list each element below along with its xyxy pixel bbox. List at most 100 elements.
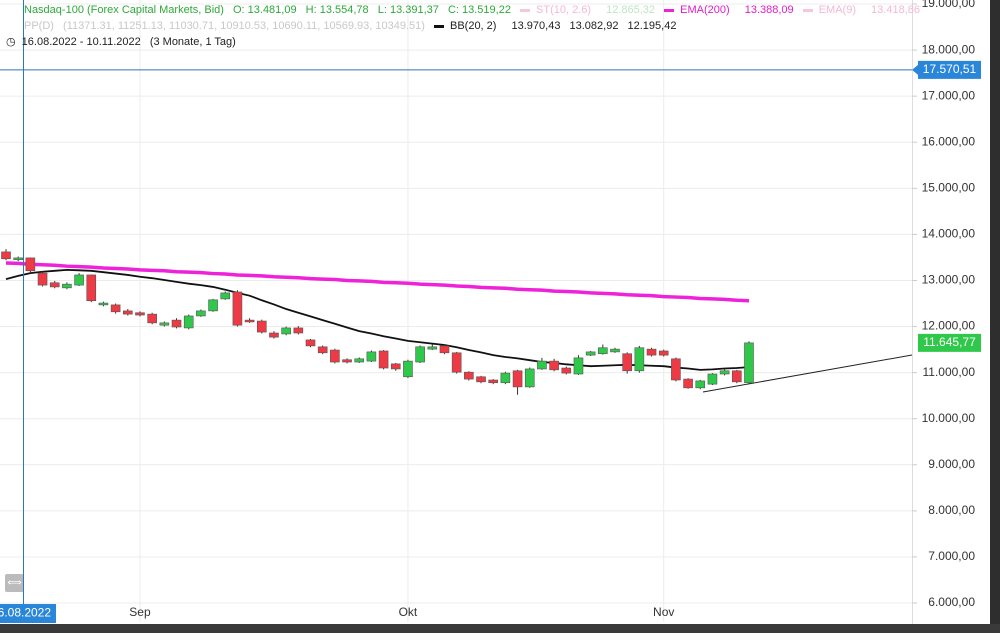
y-tick-label: 15.000,00	[922, 180, 976, 194]
candle-body	[610, 348, 620, 353]
candle-body	[646, 348, 657, 356]
close: C: 13.519,22	[447, 4, 511, 16]
candle-body	[427, 346, 438, 350]
last-price-box	[918, 333, 981, 352]
period: (3 Monate, 1 Tag)	[149, 36, 236, 48]
st-name: ST(10, 2.6)	[536, 4, 592, 16]
candle-body	[86, 274, 97, 302]
candle-body	[317, 346, 328, 354]
candle-body	[256, 320, 267, 333]
candle-body	[183, 315, 194, 329]
y-tick-label: 19.000,00	[922, 0, 976, 10]
candle-body	[305, 339, 316, 347]
pp-values: (11371.31, 11251.13, 11030.71, 10910.53,…	[63, 20, 425, 32]
y-tick-label: 9.000,00	[928, 457, 975, 471]
instrument: Nasdaq-100 (Forex Capital Markets, Bid)	[24, 4, 224, 16]
ema200-value: 13.388,09	[744, 4, 794, 16]
crosshair-price-arrow	[912, 64, 918, 75]
candle-body	[1, 251, 11, 260]
screen-edge	[990, 0, 1000, 633]
candle-body	[281, 327, 291, 335]
ema200-name: EMA(200)	[680, 4, 730, 16]
scroll-icon: ⟺	[7, 578, 21, 589]
y-tick-label: 12.000,00	[922, 319, 976, 333]
candle-body	[537, 360, 547, 370]
candle-body	[171, 319, 182, 328]
ema9-value: 13.418,86	[871, 4, 920, 16]
candle-body	[403, 360, 413, 378]
bb-upper: 13.970,43	[511, 20, 561, 32]
candle-body	[634, 347, 645, 372]
candle-body	[196, 310, 206, 317]
candle-body	[488, 379, 499, 384]
y-tick-label: 18.000,00	[922, 42, 976, 56]
legend-line-2: PP(D) (11371.31, 11251.13, 11030.71, 109…	[24, 19, 682, 33]
candle-body	[123, 310, 133, 315]
indicator-line	[5, 261, 750, 303]
candle-body	[147, 313, 157, 324]
candle-body	[683, 378, 693, 389]
candle-body	[658, 350, 669, 356]
candle-body	[512, 370, 523, 388]
candle-body	[719, 370, 730, 375]
candle-body	[49, 282, 60, 288]
y-tick-label: 14.000,00	[922, 227, 976, 241]
candle-body	[37, 272, 48, 286]
candle-body	[220, 292, 231, 300]
candle-body	[13, 257, 23, 261]
candle-body	[135, 312, 145, 316]
last-price-label: 11.645,77	[923, 335, 976, 349]
y-tick-label: 10.000,00	[922, 411, 976, 425]
candle-body	[159, 322, 170, 326]
candle-body	[110, 304, 121, 313]
candle-body	[585, 351, 596, 356]
x-tick-label: Okt	[399, 605, 418, 619]
x-tick-label: Nov	[653, 605, 674, 619]
scroll-button[interactable]	[5, 574, 24, 592]
crosshair-price-label: 17.570,51	[923, 62, 977, 76]
y-tick-label: 7.000,00	[928, 549, 975, 563]
candle-body	[390, 363, 401, 370]
candle-body	[622, 353, 632, 372]
candle-body	[464, 371, 474, 380]
candle-body	[451, 352, 462, 373]
candle-body	[549, 360, 559, 371]
legend-line-1: Nasdaq-100 (Forex Capital Markets, Bid) …	[24, 3, 926, 17]
crosshair-date-label: 16.08.2022	[0, 606, 51, 620]
candle-body	[74, 274, 84, 286]
open: O: 13.481,09	[232, 4, 297, 16]
candle-body	[354, 358, 365, 363]
low: L: 13.391,37	[377, 4, 439, 16]
candle-body	[378, 350, 389, 369]
candle-body	[744, 342, 754, 384]
candle-body	[561, 367, 572, 374]
grid-layer	[0, 0, 912, 622]
bb-middle: 13.082,92	[569, 20, 619, 32]
high: H: 13.554,78	[305, 4, 369, 16]
candle-body	[342, 359, 352, 363]
candle-body	[476, 376, 486, 383]
bb-name: BB(20, 2)	[449, 20, 497, 32]
y-tick-label: 8.000,00	[928, 503, 975, 517]
candle-body	[98, 302, 109, 306]
ema9-name: EMA(9)	[818, 4, 856, 16]
crosshair-date-box	[0, 604, 56, 623]
bottom-bar	[0, 624, 1000, 633]
st-value: 12.865,32	[606, 4, 656, 16]
candle-body	[731, 370, 742, 383]
crosshair-price-box	[918, 60, 981, 79]
y-tick-label: 13.000,00	[922, 273, 976, 287]
bb-lower: 12.195,42	[627, 20, 677, 32]
candle-body	[62, 283, 72, 289]
candle-body	[269, 332, 279, 338]
trend-line	[702, 354, 913, 393]
x-tick-label: Sep	[129, 605, 151, 619]
candle-body	[244, 319, 255, 323]
y-tick-label: 11.000,00	[923, 365, 976, 379]
candle-body	[573, 357, 584, 375]
candle-body	[330, 349, 340, 363]
pp-name: PP(D)	[24, 20, 54, 32]
candle-body	[232, 291, 243, 326]
